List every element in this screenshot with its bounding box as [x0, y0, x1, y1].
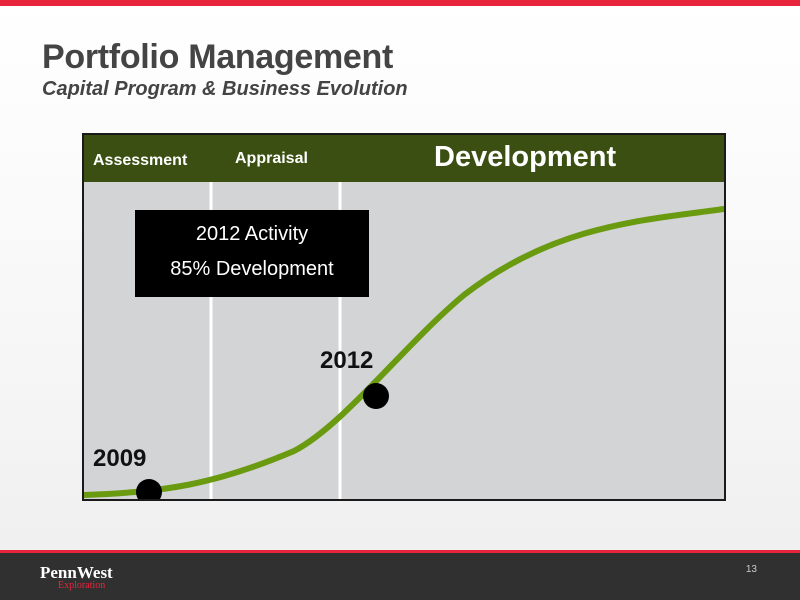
evolution-curve-graphic [84, 182, 724, 499]
activity-callout-box: 2012 Activity 85% Development [135, 210, 369, 297]
milestone-dot-2012 [363, 383, 389, 409]
slide-title: Portfolio Management [42, 38, 394, 76]
phase-label-appraisal: Appraisal [235, 150, 308, 167]
milestone-label-2012: 2012 [320, 347, 374, 374]
phase-label-development: Development [434, 141, 617, 173]
evolution-diagram: Assessment Appraisal Development 2012 Ac… [82, 133, 726, 501]
top-accent-bar [0, 0, 800, 6]
slide-subtitle: Capital Program & Business Evolution [42, 78, 408, 100]
callout-development-share-text: 85% Development [170, 258, 334, 280]
phase-header-bar: Assessment Appraisal Development [84, 135, 724, 182]
pennwest-logo-subtext: Exploration [58, 580, 106, 591]
pennwest-logo-text: PennWest [40, 563, 113, 582]
callout-activity-text: 2012 Activity [195, 223, 309, 245]
phase-label-assessment: Assessment [93, 152, 188, 169]
footer-bar: PennWest Exploration 13 [0, 550, 800, 600]
footer-accent-line [0, 550, 800, 553]
milestone-dot-2009 [136, 479, 162, 499]
evolution-curve [84, 206, 724, 498]
page-number: 13 [745, 564, 757, 575]
milestone-label-2009: 2009 [93, 445, 147, 472]
